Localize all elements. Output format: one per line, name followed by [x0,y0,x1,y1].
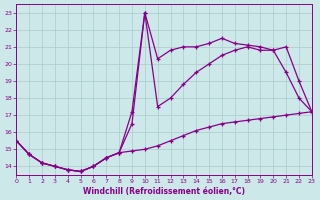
X-axis label: Windchill (Refroidissement éolien,°C): Windchill (Refroidissement éolien,°C) [83,187,245,196]
